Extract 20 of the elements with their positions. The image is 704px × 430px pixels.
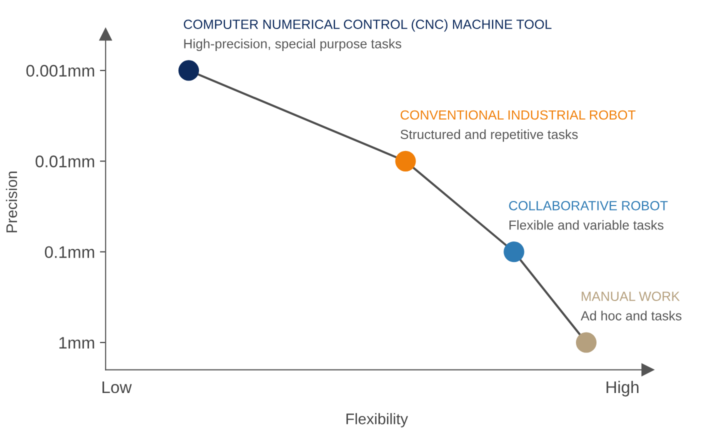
text: COMPUTER NUMERICAL CONTROL (CNC) MACHINE TOOL <box>184 19 552 32</box>
y-tick-label: 0.001mm <box>26 64 94 77</box>
point <box>576 332 597 353</box>
x-axis-title: Flexibility <box>346 413 408 428</box>
x-tick-label: High <box>606 380 638 396</box>
annotation: Ad hoc and tasks <box>580 310 682 320</box>
y-axis-title: Precision <box>6 172 18 232</box>
annotation: High-precision, special purpose tasks <box>184 38 402 52</box>
annotation: Structured and repetitive tasks <box>400 129 578 142</box>
text: CONVENTIONAL INDUSTRIAL ROBOT <box>400 110 636 120</box>
x-tick-label: Low <box>102 382 132 394</box>
point <box>178 60 200 81</box>
y-tick-label: 1mm <box>59 337 94 349</box>
text: MANUAL WORK <box>582 292 680 302</box>
text: COLLABORATIVE ROBOT <box>509 200 668 210</box>
point <box>395 150 416 172</box>
y-tick-label: 0.1mm <box>44 246 94 258</box>
y-tick-label: 0.01mm <box>36 156 94 168</box>
annotation: Flexible and variable tasks <box>509 220 664 230</box>
point <box>504 242 524 262</box>
